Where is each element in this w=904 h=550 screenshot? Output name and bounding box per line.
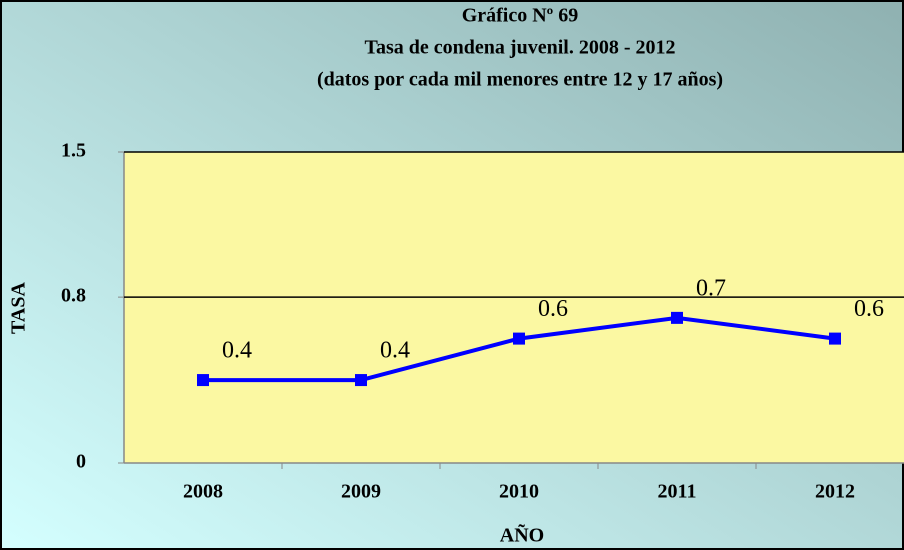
y-axis-label: TASA [8, 282, 30, 334]
x-tick-label: 2012 [815, 481, 855, 503]
x-tick-label: 2011 [658, 481, 697, 503]
data-label: 0.4 [380, 338, 410, 364]
x-axis-label: AÑO [500, 524, 544, 547]
data-point [829, 332, 841, 345]
chart-subtitle: Tasa de condena juvenil. 2008 - 2012 [365, 37, 676, 59]
data-point [197, 374, 209, 387]
y-tick-label: 0 [76, 451, 86, 473]
y-tick-label: 0.8 [61, 285, 86, 307]
data-label: 0.4 [222, 338, 252, 364]
x-tick-label: 2009 [341, 481, 381, 503]
data-point [513, 332, 525, 345]
x-tick-label: 2010 [499, 481, 539, 503]
y-tick-label: 1.5 [61, 140, 86, 162]
chart-note: (datos por cada mil menores entre 12 y 1… [317, 69, 723, 91]
plot-area [124, 152, 904, 463]
data-point [355, 374, 367, 387]
data-label: 0.6 [538, 296, 568, 322]
data-label: 0.7 [696, 275, 726, 301]
data-point [671, 311, 683, 324]
data-label: 0.6 [854, 296, 884, 322]
chart-title: Gráfico Nº 69 [462, 5, 579, 27]
x-tick-label: 2008 [183, 481, 223, 503]
